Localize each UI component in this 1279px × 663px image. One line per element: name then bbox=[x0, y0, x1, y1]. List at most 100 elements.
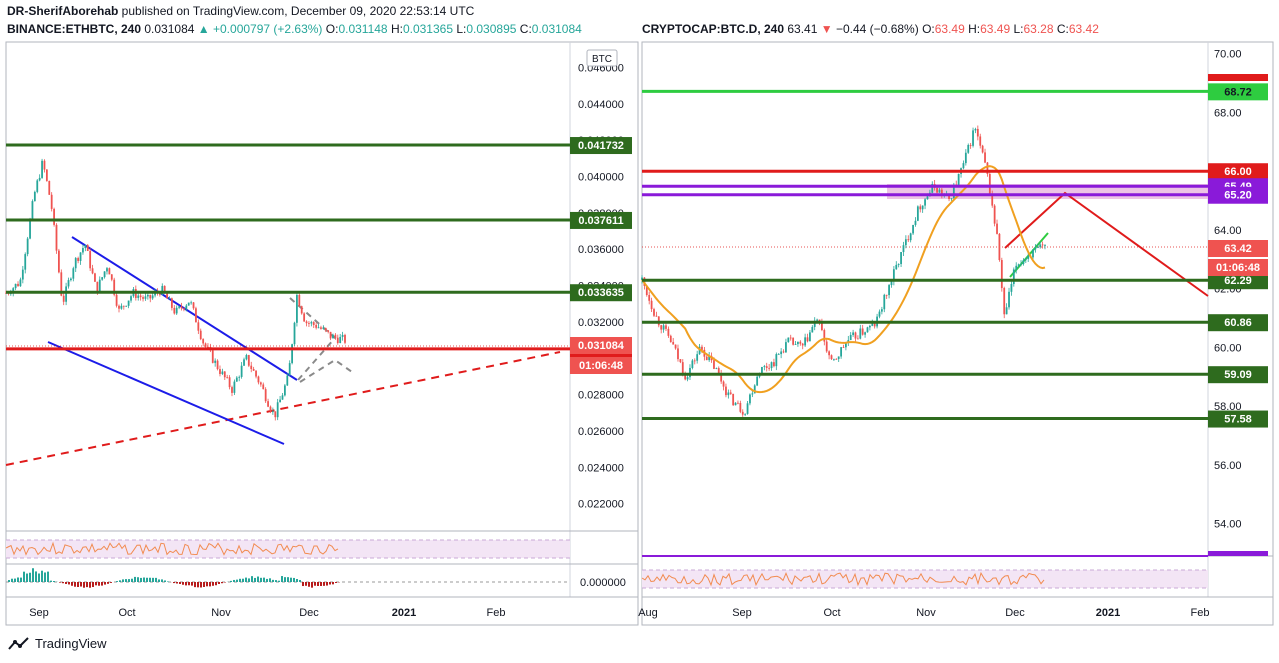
l-candle-body bbox=[183, 308, 185, 310]
l-candle-body bbox=[250, 365, 253, 370]
l-macd-bar bbox=[131, 578, 133, 582]
r-y-tick-label: 68.00 bbox=[1214, 107, 1242, 119]
left-last: 0.031084 bbox=[144, 22, 195, 36]
r-candle-body bbox=[856, 338, 859, 340]
l-candle-body bbox=[106, 268, 108, 272]
l-macd-bar bbox=[104, 582, 106, 585]
left-symbol[interactable]: BINANCE:ETHBTC, 240 bbox=[7, 22, 142, 36]
l-macd-bar bbox=[167, 581, 169, 582]
l-x-tick-label: Dec bbox=[299, 607, 319, 619]
l-macd-bar bbox=[209, 582, 211, 587]
r-candle-body bbox=[729, 392, 732, 394]
l-candle-body bbox=[108, 268, 111, 275]
l-macd-bar bbox=[122, 579, 124, 582]
r-candle-body bbox=[780, 351, 783, 355]
l-candle-body bbox=[341, 334, 344, 337]
l-macd-bar bbox=[26, 573, 28, 582]
r-candle-body bbox=[967, 144, 970, 153]
l-candle-body bbox=[329, 331, 332, 339]
tradingview-brand[interactable]: TradingView bbox=[8, 636, 107, 651]
l-macd-bar bbox=[212, 582, 214, 586]
l-candle-body bbox=[60, 272, 63, 296]
r-y-tick-label: 58.00 bbox=[1214, 401, 1242, 413]
l-macd-bar bbox=[194, 582, 196, 588]
r-candle-body bbox=[833, 358, 835, 360]
l-candle-body bbox=[72, 268, 75, 279]
l-candle-body bbox=[79, 252, 82, 261]
r-level-tag bbox=[1208, 186, 1268, 204]
l-macd-bar bbox=[293, 577, 295, 582]
right-open: 63.49 bbox=[934, 22, 965, 36]
r-candle-body bbox=[739, 403, 742, 412]
r-candle-body bbox=[737, 402, 739, 404]
l-macd-bar bbox=[254, 577, 256, 582]
l-macd-bar bbox=[332, 582, 334, 585]
l-y-tick-label: 0.028000 bbox=[578, 390, 624, 402]
l-candle-body bbox=[262, 384, 265, 390]
l-macd-bar bbox=[197, 582, 199, 588]
right-price-tag-label: 63.42 bbox=[1224, 243, 1252, 255]
r-y-tick-label: 64.00 bbox=[1214, 225, 1242, 237]
r-candle-body bbox=[797, 341, 799, 345]
r-candle-body bbox=[931, 183, 934, 193]
right-countdown-label: 01:06:48 bbox=[1216, 262, 1260, 274]
r-candle-body bbox=[717, 368, 720, 374]
l-x-tick-label: 2021 bbox=[392, 607, 416, 619]
r-purple-bottom-tag bbox=[1208, 551, 1268, 556]
l-candle-body bbox=[149, 294, 152, 299]
l-macd-bar bbox=[230, 580, 232, 582]
l-macd-bar bbox=[146, 577, 148, 582]
l-candle-body bbox=[252, 369, 255, 371]
l-candle-body bbox=[281, 395, 284, 400]
l-candle-body bbox=[195, 308, 197, 323]
l-macd-bar bbox=[272, 579, 274, 582]
right-high: 63.49 bbox=[980, 22, 1011, 36]
r-candle-body bbox=[866, 327, 869, 333]
left-currency-badge[interactable] bbox=[586, 49, 618, 67]
l-candle-body bbox=[231, 387, 233, 393]
r-candle-body bbox=[756, 376, 759, 386]
r-candle-body bbox=[773, 362, 775, 367]
l-macd-bar bbox=[107, 582, 109, 584]
l-candle-body bbox=[45, 169, 48, 181]
l-rsi-band bbox=[6, 540, 570, 558]
r-candle-body bbox=[813, 320, 816, 327]
author-name[interactable]: DR-SherifAborehab bbox=[7, 4, 119, 18]
r-candle-body bbox=[892, 269, 895, 282]
l-macd-bar bbox=[119, 580, 121, 582]
r-candle-body bbox=[1027, 255, 1030, 259]
l-macd-bar bbox=[296, 579, 298, 582]
l-candle-body bbox=[65, 286, 68, 302]
publish-info: published on TradingView.com, December 0… bbox=[118, 4, 475, 18]
l-candle-body bbox=[139, 295, 142, 298]
l-macd-bar bbox=[68, 582, 70, 585]
r-x-tick-label: Sep bbox=[732, 607, 752, 619]
l-candle-body bbox=[334, 334, 337, 338]
l-candle-body bbox=[84, 245, 87, 249]
r-level-tag-label: 68.72 bbox=[1224, 86, 1252, 98]
r-candle-body bbox=[871, 323, 874, 326]
r-rsi-band bbox=[642, 570, 1208, 588]
r-candle-body bbox=[895, 264, 898, 270]
l-macd-bar bbox=[83, 582, 85, 588]
r-y-tick-label: 60.00 bbox=[1214, 342, 1242, 354]
l-candle-body bbox=[178, 306, 181, 308]
right-symbol[interactable]: CRYPTOCAP:BTC.D, 240 bbox=[642, 22, 785, 36]
left-countdown-tag bbox=[570, 357, 632, 374]
right-o-label: O: bbox=[922, 22, 935, 36]
l-grey-wedge-right bbox=[299, 358, 353, 383]
l-candle-body bbox=[17, 283, 19, 287]
r-candle-body bbox=[868, 325, 871, 328]
l-macd-bar bbox=[59, 582, 61, 583]
l-candle-body bbox=[312, 322, 315, 325]
left-price-tag-label: 0.031084 bbox=[578, 340, 625, 352]
l-candle-body bbox=[41, 160, 43, 178]
r-candle-body bbox=[1017, 264, 1020, 266]
r-rsi-line bbox=[641, 571, 1045, 587]
left-close: 0.031084 bbox=[531, 22, 582, 36]
l-candle-body bbox=[223, 371, 226, 378]
r-candle-body bbox=[782, 351, 785, 353]
r-candle-body bbox=[909, 233, 912, 241]
l-y-tick-label: 0.032000 bbox=[578, 317, 624, 329]
